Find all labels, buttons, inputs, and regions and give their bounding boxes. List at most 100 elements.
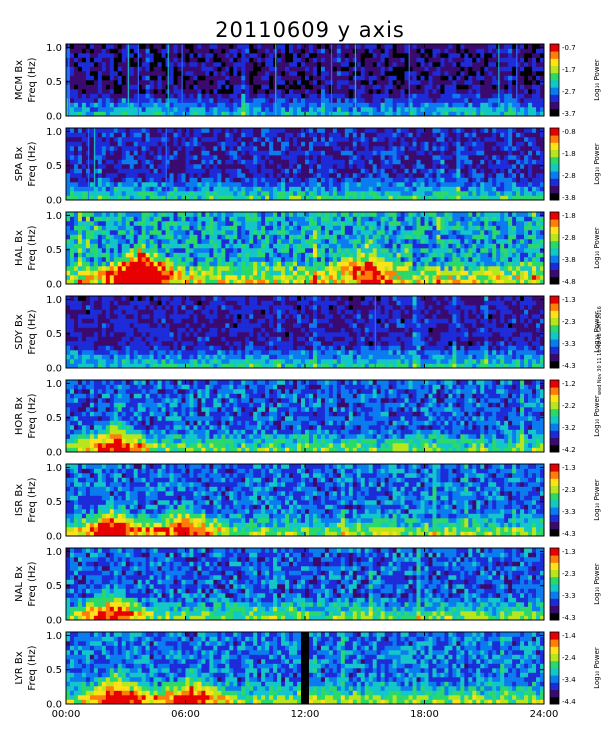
y-tick-label: 1.0 xyxy=(46,463,62,474)
panel-lyr: 0.0 0.5 1.0 00:00 06:00 12:00 18:00 24:00 LYR Bx… xyxy=(14,631,601,720)
y-axis-label: Freq (Hz) xyxy=(27,645,38,690)
y-tick-label: 0.5 xyxy=(46,161,62,172)
colorbar-label: Log₁₀ Power xyxy=(593,59,601,101)
colorbar-tick-label: -4.4 xyxy=(562,698,576,706)
spectrogram-heatmap xyxy=(66,548,545,621)
colorbar-tick-label: -1.8 xyxy=(562,212,576,220)
station-label: LYR Bx xyxy=(14,651,25,684)
colorbar-tick-label: -1.3 xyxy=(562,296,576,304)
spike-line xyxy=(374,296,376,368)
panel-mcm: 0.0 0.5 1.0 MCM Bx Freq (Hz) -0.7 -1.7 -2.7 -3.7… xyxy=(14,43,601,123)
colorbar-tick-label: -1.3 xyxy=(562,464,576,472)
y-tick-label: 1.0 xyxy=(46,295,62,306)
colorbar-tick-label: -2.3 xyxy=(562,486,576,494)
y-tick-label: 1.0 xyxy=(46,43,62,54)
colorbar-label: Log₁₀ Power xyxy=(593,311,601,353)
y-tick-label: 0.0 xyxy=(46,448,62,459)
colorbar-tick-label: -2.4 xyxy=(562,654,576,662)
colorbar-label: Log₁₀ Power xyxy=(593,227,601,269)
y-tick-label: 0.5 xyxy=(46,497,62,508)
colorbar-tick-label: -1.8 xyxy=(562,150,576,158)
x-tick-label: 00:00 xyxy=(52,709,81,720)
station-label: SDY Bx xyxy=(14,314,25,350)
spike-line xyxy=(127,44,129,116)
panel-sdy: 0.0 0.5 1.0 SDY Bx Freq (Hz) -1.3 -2.3 -3.3 -4.3… xyxy=(14,295,601,375)
x-tick-label: 24:00 xyxy=(530,709,559,720)
spike-line xyxy=(165,128,167,200)
y-tick-label: 0.5 xyxy=(46,413,62,424)
y-tick-label: 0.0 xyxy=(46,196,62,207)
y-tick-label: 0.5 xyxy=(46,665,62,676)
spike-line xyxy=(516,44,518,116)
y-axis-label: Freq (Hz) xyxy=(27,141,38,186)
spectrogram-heatmap xyxy=(66,212,545,285)
spectrogram-heatmap xyxy=(66,632,545,705)
colorbar-label: Log₁₀ Power xyxy=(593,563,601,605)
colorbar-tick-label: -3.3 xyxy=(562,508,576,516)
colorbar-tick-label: -3.7 xyxy=(562,110,576,118)
y-tick-label: 0.0 xyxy=(46,364,62,375)
panel-isr: 0.0 0.5 1.0 ISR Bx Freq (Hz) -1.3 -2.3 -3.3 -4.3… xyxy=(14,463,601,543)
colorbar-tick-label: -2.2 xyxy=(562,402,576,410)
colorbar-label: Log₁₀ Power xyxy=(593,479,601,521)
colorbar-label: Log₁₀ Power xyxy=(593,395,601,437)
y-axis-label: Freq (Hz) xyxy=(27,477,38,522)
y-tick-label: 0.5 xyxy=(46,245,62,256)
colorbar-tick-label: -3.8 xyxy=(562,194,576,202)
spike-line xyxy=(93,128,96,200)
x-tick-label: 06:00 xyxy=(171,709,200,720)
spike-line xyxy=(330,44,333,116)
spectrogram-heatmap xyxy=(66,464,545,537)
colorbar-tick-label: -3.3 xyxy=(562,340,576,348)
y-tick-label: 0.0 xyxy=(46,280,62,291)
colorbar-tick-label: -1.7 xyxy=(562,66,576,74)
station-label: SPA Bx xyxy=(14,147,25,182)
spectrogram-heatmap xyxy=(66,128,545,201)
y-tick-label: 0.5 xyxy=(46,581,62,592)
colorbar-tick-label: -4.3 xyxy=(562,530,576,538)
station-label: ISR Bx xyxy=(14,484,25,516)
colorbar xyxy=(549,463,560,537)
colorbar-tick-label: -1.4 xyxy=(562,632,576,640)
y-tick-label: 0.0 xyxy=(46,616,62,627)
colorbar-tick-label: -1.2 xyxy=(562,380,576,388)
colorbar-tick-label: -4.8 xyxy=(562,278,576,286)
colorbar-label: Log₁₀ Power xyxy=(593,647,601,689)
spike-line xyxy=(137,44,139,116)
panel-hor: 0.0 0.5 1.0 HOR Bx Freq (Hz) -1.2 -2.2 -3.2 -4.2… xyxy=(14,379,601,459)
colorbar xyxy=(549,547,560,621)
spike-line xyxy=(275,44,277,116)
spike-line xyxy=(87,128,90,200)
spectrogram-heatmap xyxy=(66,296,545,369)
y-tick-label: 1.0 xyxy=(46,631,62,642)
colorbar-tick-label: -2.8 xyxy=(562,172,576,180)
colorbar-label: Log₁₀ Power xyxy=(593,143,601,185)
y-tick-label: 1.0 xyxy=(46,379,62,390)
y-axis-label: Freq (Hz) xyxy=(27,309,38,354)
spike-line xyxy=(68,44,70,116)
colorbar-tick-label: -0.8 xyxy=(562,128,576,136)
colorbar xyxy=(549,127,560,201)
y-tick-label: 0.0 xyxy=(46,700,62,711)
colorbar-tick-label: -3.2 xyxy=(562,424,576,432)
x-tick-label: 12:00 xyxy=(291,709,320,720)
colorbar-tick-label: -4.3 xyxy=(562,362,576,370)
colorbar-tick-label: -1.3 xyxy=(562,548,576,556)
spectrogram-heatmap xyxy=(66,380,545,453)
y-axis-label: Freq (Hz) xyxy=(27,561,38,606)
x-tick-label: 18:00 xyxy=(410,709,439,720)
spike-line xyxy=(181,44,183,116)
colorbar-tick-label: -0.7 xyxy=(562,44,576,52)
y-tick-label: 0.5 xyxy=(46,329,62,340)
panel-hal: 0.0 0.5 1.0 HAL Bx Freq (Hz) -1.8 -2.8 -3.8 -4.8… xyxy=(14,211,601,291)
panel-nal: 0.0 0.5 1.0 NAL Bx Freq (Hz) -1.3 -2.3 -3.3 -4.3… xyxy=(14,547,601,627)
colorbar xyxy=(549,295,560,369)
y-axis-label: Freq (Hz) xyxy=(27,57,38,102)
station-label: NAL Bx xyxy=(14,566,25,602)
generation-timestamp: wed Nov 30 11 16:40:48 GMT 2016 xyxy=(597,306,603,395)
y-axis-label: Freq (Hz) xyxy=(27,393,38,438)
station-label: MCM Bx xyxy=(14,60,25,100)
colorbar-tick-label: -3.4 xyxy=(562,676,576,684)
colorbar-tick-label: -3.3 xyxy=(562,592,576,600)
y-axis-label: Freq (Hz) xyxy=(27,225,38,270)
